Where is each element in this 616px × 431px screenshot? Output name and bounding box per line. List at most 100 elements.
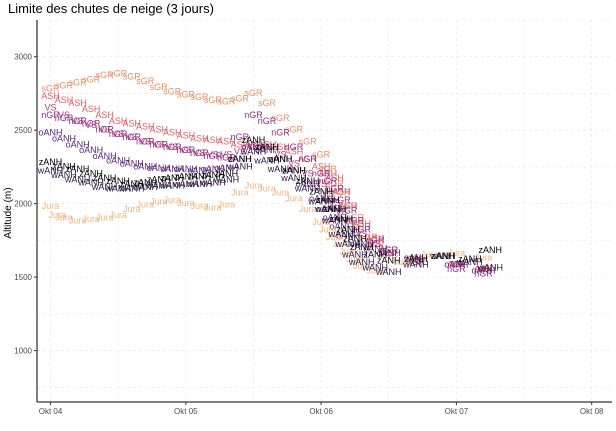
point-vs-17: VS xyxy=(275,150,287,160)
point-zanh-26: zANH xyxy=(350,242,374,252)
point-zanh-2: zANH xyxy=(66,164,90,174)
point-ngr-16: nGR xyxy=(258,116,277,126)
point-wanh-16: wANH xyxy=(253,155,280,165)
point-oanh-19: oANH xyxy=(296,179,320,189)
point-sgr-12: sGR xyxy=(204,95,223,105)
point-vs-21: VS xyxy=(322,189,334,199)
point-sgr-8: sGR xyxy=(150,82,169,92)
point-wanh-22: wANH xyxy=(321,216,348,226)
point-vs-2: VS xyxy=(72,116,84,126)
point-vs-6: VS xyxy=(126,132,138,142)
point-wanh-12: wANH xyxy=(199,177,226,187)
point-wanh-7: wANH xyxy=(131,182,158,192)
point-jura-7: Jura xyxy=(123,204,141,214)
grid xyxy=(37,19,612,402)
point-ngr-20: nGR xyxy=(312,169,331,179)
point-zanh-1: zANH xyxy=(52,161,76,171)
point-jura-23: Jura xyxy=(326,232,344,242)
y-tick-label: 2000 xyxy=(14,200,32,209)
point-wanh-24: wANH xyxy=(334,239,361,249)
y-tick-label: 2500 xyxy=(14,126,32,135)
point-ngr-13: nGR xyxy=(217,152,236,162)
point-ash-22: ASH xyxy=(325,173,344,183)
point-jura-21: Jura xyxy=(312,217,330,227)
point-jura-15: Jura xyxy=(231,188,249,198)
point-sgr-13: sGR xyxy=(217,97,236,107)
point-ash-25: ASH xyxy=(352,219,371,229)
x-tick-label: Okt 08 xyxy=(580,407,604,416)
point-zanh-5: zANH xyxy=(106,176,130,186)
point-sgr-27: sGR xyxy=(359,232,378,242)
point-vs-0: VS xyxy=(45,103,57,113)
point-zanh-6: zANH xyxy=(120,179,144,189)
point-ash-16: ASH xyxy=(258,139,277,149)
point-sgr-0: sGR xyxy=(42,83,61,93)
point-zanh-7: zANH xyxy=(133,177,157,187)
point-zanh-23: zANH xyxy=(330,214,354,224)
point-wanh-18: wANH xyxy=(280,173,307,183)
point-jura-12: Jura xyxy=(191,201,209,211)
point-ash-24: ASH xyxy=(339,201,358,211)
point-ash-13: ASH xyxy=(217,136,236,146)
point-sgr-2: sGR xyxy=(69,78,88,88)
point-sgr-22: sGR xyxy=(326,179,345,189)
point-ash-26: ASH xyxy=(366,233,385,243)
point-ngr-22: nGR xyxy=(325,183,344,193)
point-ash-30: ASH xyxy=(474,264,493,274)
point-jura-9: Jura xyxy=(150,197,168,207)
y-tick-label: 1500 xyxy=(14,273,32,282)
point-oanh-0: oANH xyxy=(39,128,63,138)
point-ash-17: ASH xyxy=(271,142,290,152)
point-jura-26: Jura xyxy=(346,254,364,264)
point-zanh-25: zANH xyxy=(343,233,367,243)
point-zanh-27: zANH xyxy=(363,249,387,259)
point-zanh-21: zANH xyxy=(316,195,340,205)
point-oanh-24: oANH xyxy=(336,230,360,240)
point-jura-0: Jura xyxy=(42,201,60,211)
point-ash-28: ASH xyxy=(407,254,426,264)
point-ngr-11: nGR xyxy=(190,148,209,158)
point-ngr-25: nGR xyxy=(346,216,365,226)
point-wanh-6: wANH xyxy=(118,183,145,193)
point-wanh-5: wANH xyxy=(104,183,131,193)
point-sgr-32: sGR xyxy=(474,264,493,274)
point-ngr-30: nGR xyxy=(447,264,466,274)
point-sgr-11: sGR xyxy=(190,92,209,102)
y-tick-label: 1000 xyxy=(14,347,32,356)
point-oanh-15: oANH xyxy=(241,142,265,152)
point-oanh-4: oANH xyxy=(93,151,117,161)
point-wanh-32: wANH xyxy=(476,263,503,273)
point-vs-18: VS xyxy=(288,158,300,168)
chart-title: Limite des chutes de neige (3 jours) xyxy=(8,1,214,16)
point-ngr-26: nGR xyxy=(352,224,371,234)
point-zanh-32: zANH xyxy=(478,245,502,255)
point-jura-22: Jura xyxy=(319,224,337,234)
point-ash-11: ASH xyxy=(190,133,209,143)
point-wanh-9: wANH xyxy=(159,180,186,190)
point-zanh-30: zANH xyxy=(431,251,455,261)
point-jura-32: Jura xyxy=(475,252,493,262)
point-oanh-5: oANH xyxy=(106,155,130,165)
point-vs-10: VS xyxy=(180,145,192,155)
point-ngr-1: nGR xyxy=(55,113,74,123)
point-jura-30: Jura xyxy=(421,249,439,259)
point-wanh-21: wANH xyxy=(314,204,341,214)
axes: 1000 1500 2000 2500 3000 Okt 04 Okt 05 Okt 06 Ok… xyxy=(14,20,612,416)
point-zanh-31: zANH xyxy=(458,254,482,264)
point-vs-4: VS xyxy=(99,125,111,135)
point-vs-14: VS xyxy=(234,147,246,157)
point-jura-28: Jura xyxy=(366,266,384,276)
point-ngr-23: nGR xyxy=(332,195,351,205)
point-jura-18: Jura xyxy=(272,188,290,198)
point-ngr-27: nGR xyxy=(366,235,385,245)
point-oanh-22: oANH xyxy=(323,213,347,223)
point-vs-30: VS xyxy=(477,264,489,274)
point-oanh-6: oANH xyxy=(120,158,144,168)
point-sgr-10: sGR xyxy=(177,89,196,99)
x-tick-label: Okt 04 xyxy=(39,407,63,416)
point-oanh-8: oANH xyxy=(147,163,171,173)
point-oanh-18: oANH xyxy=(282,166,306,176)
point-vs-9: VS xyxy=(166,142,178,152)
point-oanh-27: oANH xyxy=(377,248,401,258)
